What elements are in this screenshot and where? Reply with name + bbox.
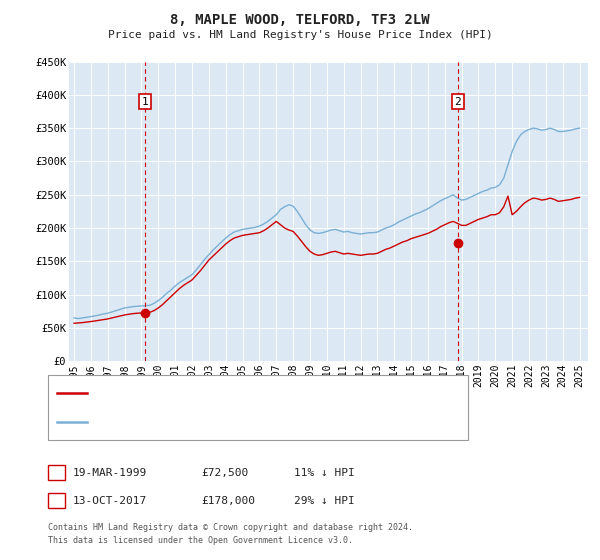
Text: This data is licensed under the Open Government Licence v3.0.: This data is licensed under the Open Gov… <box>48 536 353 545</box>
Text: £72,500: £72,500 <box>201 468 248 478</box>
Text: 29% ↓ HPI: 29% ↓ HPI <box>294 496 355 506</box>
Text: HPI: Average price, detached house, Telford and Wrekin: HPI: Average price, detached house, Telf… <box>93 417 431 427</box>
Text: 1: 1 <box>142 96 149 106</box>
Text: 11% ↓ HPI: 11% ↓ HPI <box>294 468 355 478</box>
Text: 13-OCT-2017: 13-OCT-2017 <box>73 496 148 506</box>
Text: 2: 2 <box>53 496 60 506</box>
Text: £178,000: £178,000 <box>201 496 255 506</box>
Text: 8, MAPLE WOOD, TELFORD, TF3 2LW (detached house): 8, MAPLE WOOD, TELFORD, TF3 2LW (detache… <box>93 388 393 398</box>
Text: Price paid vs. HM Land Registry's House Price Index (HPI): Price paid vs. HM Land Registry's House … <box>107 30 493 40</box>
Text: 8, MAPLE WOOD, TELFORD, TF3 2LW: 8, MAPLE WOOD, TELFORD, TF3 2LW <box>170 13 430 27</box>
Text: 1: 1 <box>53 468 60 478</box>
Text: Contains HM Land Registry data © Crown copyright and database right 2024.: Contains HM Land Registry data © Crown c… <box>48 523 413 532</box>
Text: 2: 2 <box>455 96 461 106</box>
Text: 19-MAR-1999: 19-MAR-1999 <box>73 468 148 478</box>
